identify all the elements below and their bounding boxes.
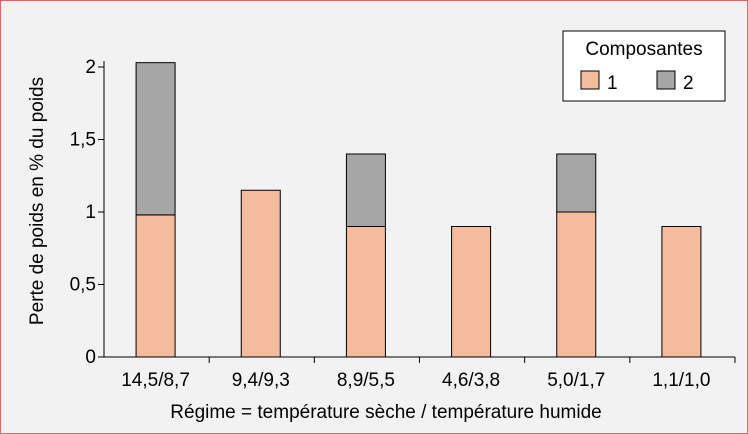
legend-label-2: 2 <box>683 73 694 94</box>
legend-swatch-1 <box>580 70 600 90</box>
bar-series-1 <box>135 214 176 358</box>
bar-series-2 <box>135 62 176 216</box>
y-tick-label: 1 <box>85 202 96 223</box>
x-axis: 14,5/8,7 9,4/9,3 8,9/5,5 4,6/3,8 5,0/1,7 1,1/… <box>104 356 736 391</box>
legend-label-1: 1 <box>607 73 618 94</box>
x-tick-label: 4,6/3,8 <box>442 370 500 391</box>
x-tick-label: 8,9/5,5 <box>337 370 395 391</box>
x-tick-label: 1,1/1,0 <box>652 370 710 391</box>
x-axis-label: Régime = température sèche / température… <box>170 402 601 423</box>
legend-title: Composantes <box>585 39 702 60</box>
y-tick-label: 1,5 <box>70 130 96 151</box>
legend-swatch-2 <box>656 70 676 90</box>
bars <box>135 62 702 358</box>
bar-series-1 <box>661 226 702 358</box>
y-axis: 0 0,5 1 1,5 2 <box>70 57 105 368</box>
bar-series-1 <box>556 211 597 358</box>
y-tick-label: 0 <box>85 347 96 368</box>
x-tick-label: 5,0/1,7 <box>547 370 605 391</box>
y-axis-label: Perte de poids en % du poids <box>27 77 48 325</box>
bar-series-2 <box>556 153 597 213</box>
bar-series-1 <box>451 226 492 358</box>
y-tick-label: 0,5 <box>70 275 96 296</box>
bar-series-2 <box>345 153 386 227</box>
x-tick-label: 14,5/8,7 <box>121 370 190 391</box>
y-tick-label: 2 <box>85 57 96 78</box>
bar-series-1 <box>345 226 386 358</box>
x-tick-label: 9,4/9,3 <box>232 370 290 391</box>
bar-series-1 <box>240 189 281 358</box>
